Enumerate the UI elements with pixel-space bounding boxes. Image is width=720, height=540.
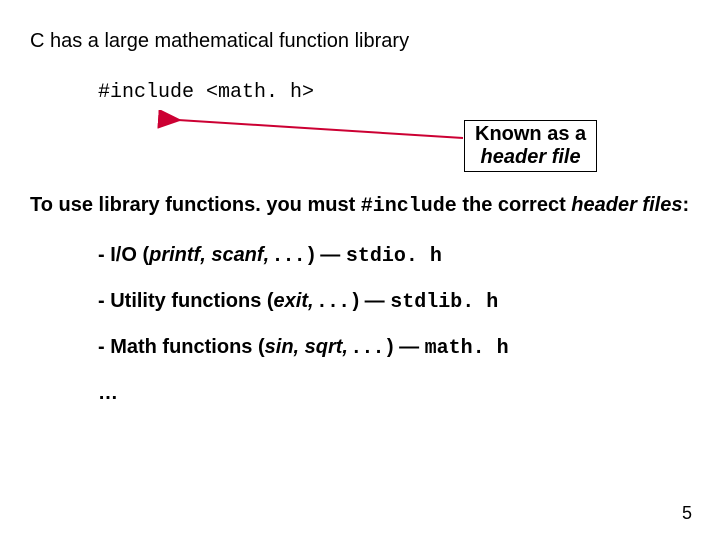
list-item: - Utility functions (exit, . . . ) — std… <box>98 290 690 314</box>
item-italic: sin, sqrt, <box>265 336 354 358</box>
item-italic: printf, scanf, <box>149 244 275 266</box>
para-italic: header files <box>571 194 682 216</box>
item-mid: . . . ) — <box>319 290 390 312</box>
item-mid: . . . ) — <box>354 336 425 358</box>
para-text-3: : <box>682 194 689 216</box>
item-pre: - I/O ( <box>98 244 149 266</box>
include-code: #include <math. h> <box>98 81 690 104</box>
list-item: - Math functions (sin, sqrt, . . . ) — m… <box>98 336 690 360</box>
callout-line2: header file <box>481 146 581 168</box>
arrow-icon <box>30 110 490 170</box>
item-mid: . . . ) — <box>275 244 346 266</box>
item-pre: - Utility functions ( <box>98 290 274 312</box>
item-pre: … <box>98 382 118 404</box>
arrow-line-icon <box>178 120 463 138</box>
intro-paragraph: To use library functions. you must #incl… <box>30 192 690 220</box>
annotation-area: Known as a header file <box>30 110 690 180</box>
page-number: 5 <box>682 503 692 524</box>
list-item: … <box>98 382 690 405</box>
callout-box: Known as a header file <box>464 120 597 172</box>
para-code: #include <box>361 195 457 218</box>
item-code: math. h <box>425 337 509 360</box>
item-italic: exit, <box>274 290 320 312</box>
item-code: stdio. h <box>346 245 442 268</box>
para-text-2: the correct <box>457 194 571 216</box>
para-text-1: To use library functions. you must <box>30 194 361 216</box>
item-code: stdlib. h <box>390 291 498 314</box>
item-pre: - Math functions ( <box>98 336 265 358</box>
list-item: - I/O (printf, scanf, . . . ) — stdio. h <box>98 244 690 268</box>
callout-line1: Known as a <box>475 123 586 145</box>
heading-text: C has a large mathematical function libr… <box>30 30 690 53</box>
